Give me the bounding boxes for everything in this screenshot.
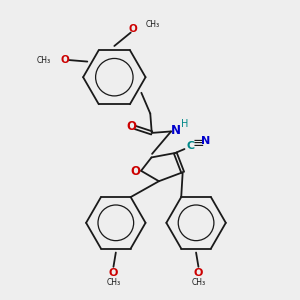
Text: O: O [109,268,118,278]
Text: O: O [131,165,141,178]
Text: C: C [187,141,195,152]
Text: O: O [194,268,203,278]
Text: O: O [126,120,136,133]
Text: N: N [201,136,210,146]
Text: CH₃: CH₃ [37,56,51,64]
Text: H: H [181,119,188,129]
Text: O: O [61,55,69,65]
Text: O: O [128,24,137,34]
Text: CH₃: CH₃ [106,278,121,287]
Text: CH₃: CH₃ [191,278,206,287]
Text: CH₃: CH₃ [146,20,160,29]
Text: ≡: ≡ [193,136,204,151]
Text: N: N [171,124,181,137]
